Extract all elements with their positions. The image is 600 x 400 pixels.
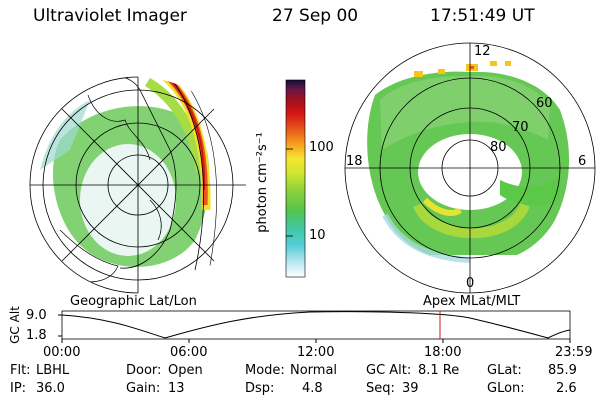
dsp-value: 4.8 <box>302 381 323 396</box>
mlt-label-dawn: 6 <box>578 154 587 169</box>
mode-value: Normal <box>290 363 338 378</box>
apex-caption: Apex MLat/MLT <box>423 294 521 309</box>
instrument-title: Ultraviolet Imager <box>33 6 187 26</box>
time-tick-2359: 23:59 <box>555 345 593 360</box>
mlt-label-noon: 12 <box>474 44 491 59</box>
geo-caption: Geographic Lat/Lon <box>70 294 197 309</box>
altitude-ytick-high: 9.0 <box>26 308 47 323</box>
lat-label-60: 60 <box>536 96 553 111</box>
mode-label: Mode: <box>245 363 285 378</box>
colorbar <box>285 79 306 278</box>
glon-label: GLon: <box>487 381 525 396</box>
altitude-ylabel: GC Alt <box>7 306 22 344</box>
altitude-plot <box>58 310 571 343</box>
time-tick-0600: 06:00 <box>170 345 208 360</box>
colorbar-tick-100: 100 <box>309 140 334 155</box>
flt-label: Flt: <box>10 363 31 378</box>
gcalt-label: GC Alt: <box>366 363 412 378</box>
dsp-label: Dsp: <box>245 381 275 396</box>
glat-value: 85.9 <box>548 363 577 378</box>
time-tick-0000: 00:00 <box>43 345 81 360</box>
colorbar-tick-10: 10 <box>309 228 326 243</box>
colorbar-unit-label: photon cm⁻²s⁻¹ <box>254 132 270 233</box>
time-label: 17:51:49 UT <box>430 6 535 26</box>
glon-value: 2.6 <box>556 381 577 396</box>
date-label: 27 Sep 00 <box>272 6 359 26</box>
glat-label: GLat: <box>487 363 522 378</box>
gcalt-value: 8.1 Re <box>418 363 460 378</box>
door-value: Open <box>168 363 203 378</box>
lat-label-70: 70 <box>512 120 529 135</box>
gain-label: Gain: <box>126 381 161 396</box>
apex-polar-plot <box>344 42 596 294</box>
seq-value: 39 <box>402 381 419 396</box>
gain-value: 13 <box>168 381 185 396</box>
ip-value: 36.0 <box>36 381 65 396</box>
geographic-map <box>29 76 246 294</box>
flt-value: LBHL <box>36 363 70 378</box>
time-tick-1200: 12:00 <box>297 345 335 360</box>
ip-label: IP: <box>10 381 27 396</box>
altitude-ytick-low: 1.8 <box>26 328 47 343</box>
mlt-label-dusk: 18 <box>346 154 363 169</box>
time-tick-1800: 18:00 <box>424 345 462 360</box>
mlt-label-midnight: 0 <box>466 276 475 291</box>
lat-label-80: 80 <box>490 140 507 155</box>
door-label: Door: <box>126 363 162 378</box>
seq-label: Seq: <box>366 381 395 396</box>
